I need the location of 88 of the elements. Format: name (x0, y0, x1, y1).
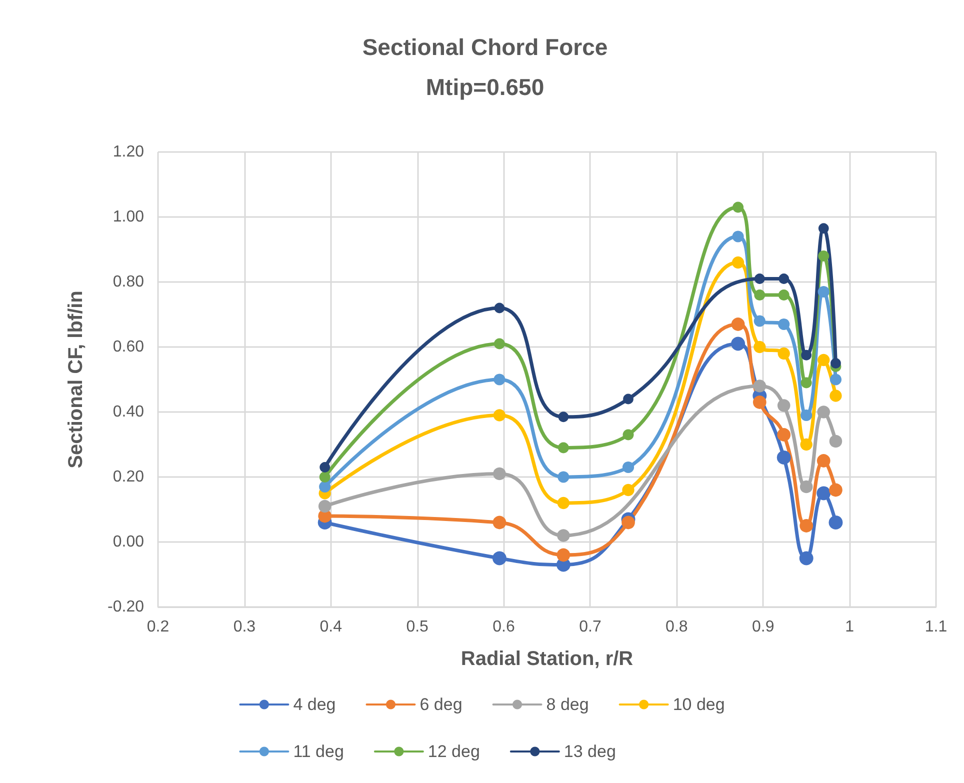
y-tick-label: 0.00 (112, 534, 144, 550)
x-tick-label: 0.3 (233, 618, 256, 636)
point (623, 394, 634, 404)
legend-label: 4 deg (293, 695, 336, 714)
point (319, 472, 330, 482)
legend-label: 6 deg (420, 695, 462, 714)
point (622, 461, 634, 474)
point (492, 551, 506, 566)
point (828, 516, 843, 530)
legend-label: 8 deg (546, 695, 589, 714)
legend-label: 11 deg (293, 742, 344, 761)
point (801, 350, 812, 360)
y-tick-label: 1.20 (112, 144, 144, 160)
y-tick-label: -0.20 (108, 598, 144, 616)
point (830, 374, 842, 386)
point (800, 519, 814, 532)
x-axis-title: Radial Station, r/R (460, 648, 634, 670)
point (799, 551, 814, 566)
point (777, 399, 790, 412)
point (557, 529, 570, 542)
x-tick-label: 1.1 (924, 618, 948, 636)
point (622, 516, 635, 530)
x-tick-label: 1 (845, 618, 854, 636)
x-tick-label: 0.5 (406, 618, 429, 636)
x-tick-label: 0.4 (320, 618, 342, 636)
y-tick-label: 0.60 (112, 338, 144, 356)
point (754, 290, 766, 300)
point (800, 377, 812, 388)
y-tick-label: 0.20 (112, 468, 144, 486)
x-tick-label: 0.2 (146, 618, 170, 636)
point (754, 315, 766, 327)
point (558, 471, 570, 483)
x-tick-label: 0.8 (666, 618, 688, 636)
point (800, 480, 813, 494)
point (800, 409, 812, 422)
point (731, 318, 745, 331)
y-tick-label: 0.80 (112, 274, 144, 290)
point (754, 340, 766, 354)
x-tick-label: 0.6 (492, 618, 515, 636)
point (320, 462, 330, 472)
x-tick-label: 0.9 (752, 618, 774, 636)
point (492, 516, 506, 530)
point (830, 390, 842, 402)
point (754, 274, 765, 284)
point (732, 230, 744, 242)
point (753, 380, 766, 392)
point (778, 290, 790, 300)
y-axis-title: Sectional CF, lbf/in (65, 290, 87, 468)
point (558, 442, 569, 454)
point (732, 202, 744, 213)
y-tick-label: 0.40 (112, 404, 144, 420)
point (556, 548, 570, 562)
point (557, 496, 570, 510)
point (494, 374, 506, 386)
point (800, 438, 812, 451)
point (319, 480, 331, 493)
point (731, 336, 746, 351)
point (752, 396, 766, 409)
point (494, 302, 505, 314)
point (818, 286, 830, 298)
point (830, 358, 841, 368)
point (829, 483, 842, 497)
point (778, 347, 790, 360)
point (816, 486, 831, 500)
point (732, 256, 744, 269)
point (622, 484, 634, 496)
point (318, 500, 332, 513)
x-tick-label: 0.7 (579, 618, 602, 636)
point (777, 428, 791, 442)
legend-label: 13 deg (564, 742, 616, 761)
y-tick-label: 1.00 (112, 208, 144, 226)
point (493, 467, 506, 480)
point (493, 409, 506, 422)
point (818, 223, 829, 234)
point (829, 434, 842, 448)
point (816, 454, 830, 468)
point (494, 338, 505, 350)
point (776, 450, 791, 464)
chart-title: Sectional Chord Force Mtip=0.650 (362, 34, 608, 100)
point (558, 412, 569, 422)
point (818, 250, 830, 262)
point (818, 354, 830, 366)
point (778, 274, 790, 284)
point (778, 318, 790, 330)
point (622, 429, 634, 440)
legend-label: 12 deg (428, 742, 480, 761)
legend-label: 10 deg (672, 695, 725, 714)
point (817, 406, 830, 418)
